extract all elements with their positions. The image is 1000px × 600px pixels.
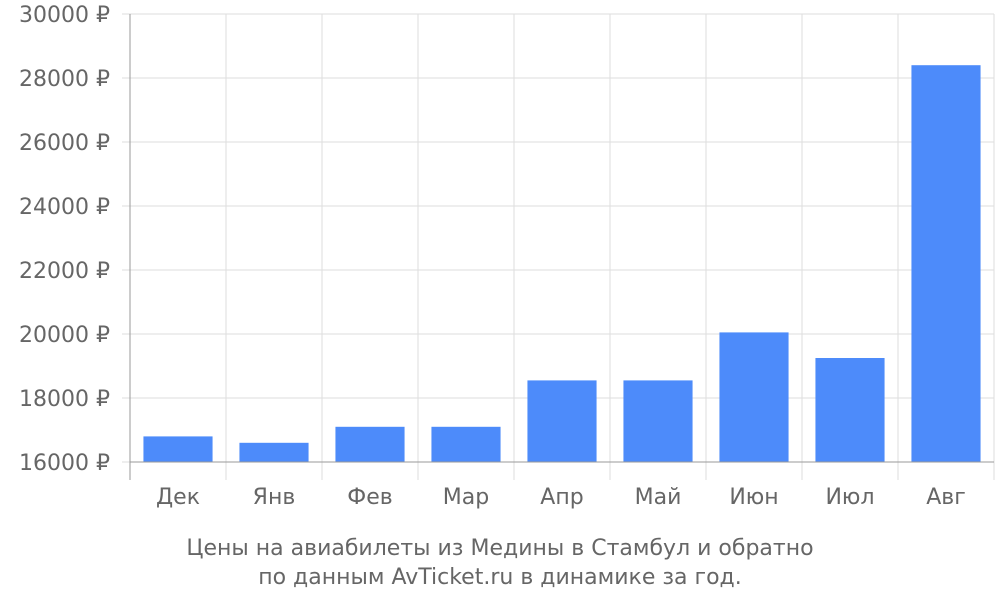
x-tick-label: Апр [540, 485, 583, 510]
x-tick-label: Дек [156, 485, 200, 510]
y-tick-label: 20000 ₽ [19, 323, 110, 348]
x-tick-label: Июл [825, 485, 874, 510]
tick-labels: 16000 ₽ 18000 ₽ 20000 ₽ 22000 ₽ 24000 ₽ 26000… [19, 3, 966, 510]
y-tick-label: 28000 ₽ [19, 67, 110, 92]
grid-lines [122, 13, 995, 463]
bar-6 [623, 380, 693, 462]
x-tick-label: Май [635, 485, 682, 510]
y-tick-label: 24000 ₽ [19, 195, 110, 220]
bar-7 [719, 332, 789, 462]
bar-5 [527, 380, 597, 462]
bars [143, 65, 981, 462]
y-tick-label: 26000 ₽ [19, 131, 110, 156]
y-tick-label: 18000 ₽ [19, 387, 110, 412]
bar-9 [911, 65, 981, 462]
bar-2 [239, 442, 309, 462]
y-tick-label: 22000 ₽ [19, 259, 110, 284]
bar-3 [335, 426, 405, 462]
y-tick-label: 30000 ₽ [19, 3, 110, 28]
bar-1 [143, 436, 213, 462]
axes [129, 14, 995, 480]
y-tick-label: 16000 ₽ [19, 451, 110, 476]
x-tick-label: Мар [443, 485, 489, 510]
bar-8 [815, 358, 885, 462]
x-tick-label: Фев [347, 485, 392, 510]
x-tick-label: Янв [253, 485, 296, 510]
bar-4 [431, 426, 501, 462]
chart-caption-line-1: Цены на авиабилеты из Медины в Стамбул и… [186, 536, 813, 561]
chart-caption-line-2: по данным AvTicket.ru в динамике за год. [258, 565, 742, 590]
x-tick-label: Июн [729, 485, 778, 510]
x-tick-label: Авг [926, 485, 966, 510]
